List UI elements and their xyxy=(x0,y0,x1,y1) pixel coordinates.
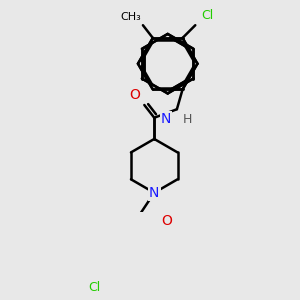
Text: N: N xyxy=(161,112,171,126)
Text: Cl: Cl xyxy=(88,281,100,294)
Text: Cl: Cl xyxy=(201,9,213,22)
Text: N: N xyxy=(149,186,159,200)
Text: O: O xyxy=(129,88,140,102)
Text: O: O xyxy=(161,214,172,228)
Text: H: H xyxy=(183,113,192,127)
Text: CH₃: CH₃ xyxy=(120,12,141,22)
